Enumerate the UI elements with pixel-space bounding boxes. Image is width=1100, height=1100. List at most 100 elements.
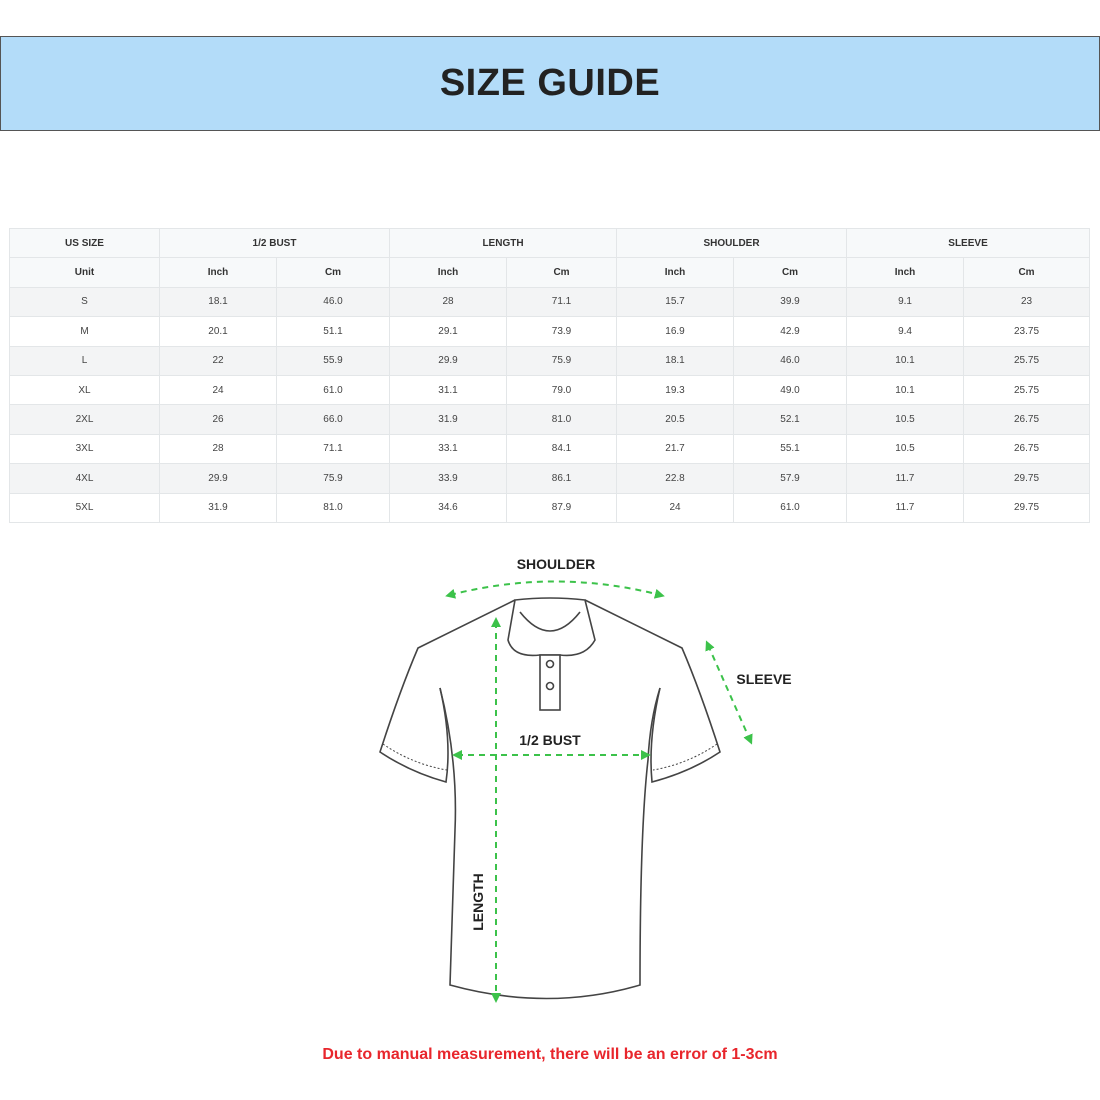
cell: 10.5 — [846, 433, 965, 465]
cell: 4XL — [9, 463, 160, 494]
cell: 71.1 — [505, 286, 618, 318]
cell: 46.0 — [733, 345, 848, 376]
group-header: LENGTH — [388, 227, 618, 259]
shirt — [379, 597, 721, 1000]
cell: 28 — [159, 433, 277, 465]
cell: 55.9 — [276, 345, 390, 376]
cell: 61.0 — [276, 374, 390, 406]
shoulder-label: SHOULDER — [517, 556, 596, 572]
cell: 18.1 — [159, 286, 277, 318]
cell: 86.1 — [505, 463, 618, 494]
group-header: SHOULDER — [616, 227, 848, 259]
cell: 49.0 — [733, 374, 848, 406]
cell: 24 — [616, 492, 735, 523]
unit-header: Inch — [846, 257, 965, 288]
cell: 81.0 — [276, 492, 390, 523]
cell: 25.75 — [963, 374, 1091, 406]
cell: 19.3 — [616, 374, 735, 406]
cell: 23 — [963, 286, 1091, 318]
cell: 23.75 — [963, 316, 1091, 347]
unit-header: Cm — [733, 257, 848, 288]
cell: 34.6 — [389, 492, 507, 523]
unit-header: Unit — [9, 257, 160, 288]
cell: 18.1 — [616, 345, 735, 376]
cell: 39.9 — [733, 286, 848, 318]
cell: 29.75 — [963, 492, 1091, 523]
cell: 31.9 — [389, 404, 507, 435]
unit-header: Cm — [505, 257, 618, 288]
cell: 20.5 — [616, 404, 735, 435]
size-table: US SIZE 1/2 BUST LENGTH SHOULDER SLEEVE Unit I… — [9, 227, 1091, 523]
group-header: 1/2 BUST — [159, 227, 390, 259]
cell: 81.0 — [505, 404, 618, 435]
cell: 61.0 — [733, 492, 848, 523]
size-row: S 18.1 46.0 28 71.1 15.7 39.9 9.1 23 — [9, 286, 1091, 318]
cell: 26.75 — [963, 433, 1091, 465]
cell: 87.9 — [505, 492, 618, 523]
cell: 3XL — [9, 433, 160, 465]
cell: 24 — [159, 374, 277, 406]
cell: 84.1 — [505, 433, 618, 465]
cell: 51.1 — [276, 316, 390, 347]
cell: M — [9, 316, 160, 347]
cell: 22 — [159, 345, 277, 376]
cell: L — [9, 345, 160, 376]
cell: S — [9, 286, 160, 318]
unit-row: Unit Inch Cm Inch Cm Inch Cm Inch Cm — [9, 257, 1091, 288]
sleeve-label: SLEEVE — [736, 671, 791, 687]
size-row: M 20.1 51.1 29.1 73.9 16.9 42.9 9.4 23.75 — [9, 316, 1091, 347]
cell: 10.5 — [846, 404, 965, 435]
cell: 22.8 — [616, 463, 735, 494]
unit-header: Inch — [616, 257, 735, 288]
cell: 21.7 — [616, 433, 735, 465]
size-row: 2XL 26 66.0 31.9 81.0 20.5 52.1 10.5 26.75 — [9, 404, 1091, 435]
cell: 2XL — [9, 404, 160, 435]
length-label: LENGTH — [470, 873, 486, 931]
unit-header: Cm — [963, 257, 1091, 288]
cell: 52.1 — [733, 404, 848, 435]
unit-header: Inch — [159, 257, 277, 288]
cell: 9.1 — [846, 286, 965, 318]
cell: 31.9 — [159, 492, 277, 523]
cell: 11.7 — [846, 463, 965, 494]
cell: 75.9 — [276, 463, 390, 494]
size-row: L 22 55.9 29.9 75.9 18.1 46.0 10.1 25.75 — [9, 345, 1091, 376]
size-row: 3XL 28 71.1 33.1 84.1 21.7 55.1 10.5 26.75 — [9, 433, 1091, 465]
note: Due to manual measurement, there will be… — [322, 1046, 778, 1063]
cell: 73.9 — [505, 316, 618, 347]
group-header: US SIZE — [9, 227, 160, 259]
title: SIZE GUIDE — [439, 62, 661, 104]
cell: 15.7 — [616, 286, 735, 318]
cell: 75.9 — [505, 345, 618, 376]
cell: 71.1 — [276, 433, 390, 465]
size-row: 5XL 31.9 81.0 34.6 87.9 24 61.0 11.7 29.75 — [9, 492, 1091, 523]
cell: 55.1 — [733, 433, 848, 465]
cell: 9.4 — [846, 316, 965, 347]
cell: 33.9 — [389, 463, 507, 494]
cell: 42.9 — [733, 316, 848, 347]
cell: 16.9 — [616, 316, 735, 347]
cell: 11.7 — [846, 492, 965, 523]
cell: 46.0 — [276, 286, 390, 318]
cell: 33.1 — [389, 433, 507, 465]
cell: 20.1 — [159, 316, 277, 347]
cell: 28 — [389, 286, 507, 318]
unit-header: Cm — [276, 257, 390, 288]
cell: 29.75 — [963, 463, 1091, 494]
cell: 26 — [159, 404, 277, 435]
cell: 26.75 — [963, 404, 1091, 435]
shirt-diagram: SHOULDER SLEEVE 1/2 BUST LENGTH — [379, 556, 792, 1003]
cell: 79.0 — [505, 374, 618, 406]
size-row: 4XL 29.9 75.9 33.9 86.1 22.8 57.9 11.7 29.75 — [9, 463, 1091, 494]
size-row: XL 24 61.0 31.1 79.0 19.3 49.0 10.1 25.75 — [9, 374, 1091, 406]
cell: 10.1 — [846, 345, 965, 376]
cell: 5XL — [9, 492, 160, 523]
cell: 29.9 — [159, 463, 277, 494]
group-header: SLEEVE — [846, 227, 1091, 259]
cell: 29.1 — [389, 316, 507, 347]
group-row: US SIZE 1/2 BUST LENGTH SHOULDER SLEEVE — [9, 227, 1091, 259]
unit-header: Inch — [389, 257, 507, 288]
cell: 66.0 — [276, 404, 390, 435]
cell: 31.1 — [389, 374, 507, 406]
